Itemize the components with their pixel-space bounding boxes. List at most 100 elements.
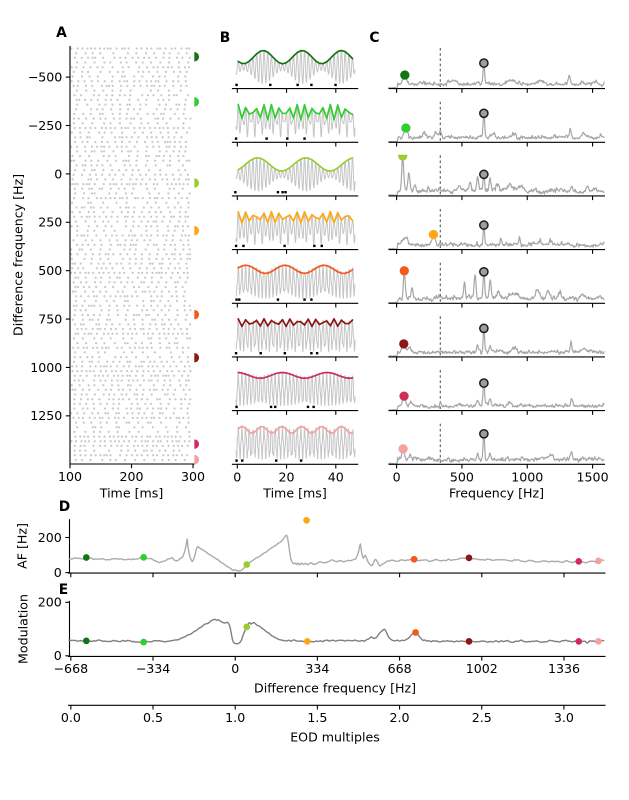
spike-dot: [82, 112, 85, 116]
spike-dot: [140, 253, 143, 256]
spike-dot: [71, 365, 74, 368]
spike-dot: [109, 337, 112, 340]
spike-dot: [115, 47, 118, 50]
spike-dot: [73, 449, 76, 452]
spike-dot: [177, 159, 181, 162]
am-envelope: [237, 156, 354, 172]
spike-dot: [108, 304, 111, 307]
spike-dot: [142, 332, 145, 335]
spike-dot: [146, 201, 149, 204]
spike-dot: [84, 309, 87, 312]
spike-dot: [148, 360, 152, 363]
spike-dot: [118, 136, 121, 139]
spike-dot: [75, 295, 78, 298]
waveform-row: [231, 156, 359, 201]
spike-dot: [137, 70, 140, 74]
spike-dot: [181, 351, 185, 354]
spike-dot: [141, 178, 144, 181]
spike-dot: [73, 407, 76, 410]
spike-dot: [84, 52, 87, 55]
am-peak-marker-group: [399, 339, 409, 349]
spike-dot: [143, 239, 146, 242]
spike-dot: [105, 215, 108, 218]
waveform-row: 0 20 40: [231, 425, 359, 485]
spike-dot: [86, 355, 89, 359]
spike-dot: [169, 262, 172, 265]
spike-dot: [131, 173, 134, 176]
spike-dot: [141, 444, 144, 448]
spike-dot: [161, 196, 164, 200]
spike-dot: [150, 379, 153, 382]
spike-dot: [95, 164, 98, 167]
spike-dot: [125, 407, 128, 410]
spike-dot: [103, 341, 106, 345]
spike-dot: [178, 210, 182, 214]
spike-dot: [166, 182, 169, 186]
spike-dot: [86, 103, 89, 106]
spike-dot: [156, 117, 160, 120]
spike-dot: [79, 262, 82, 265]
spike-dot: [116, 374, 120, 377]
spike-dot: [123, 341, 127, 345]
spike-dot: [124, 239, 127, 242]
spike-dot: [140, 360, 143, 363]
spike-dot: [142, 281, 146, 284]
spike-dot: [135, 435, 138, 438]
spike-dot: [152, 369, 155, 373]
spike-dot: [166, 126, 170, 130]
spike-dot: [88, 182, 91, 186]
spike-dot: [94, 126, 97, 130]
spike-dot: [123, 215, 127, 218]
spike-dot: [98, 47, 102, 50]
spike-dot: [115, 412, 118, 415]
spike-dot: [167, 374, 170, 377]
spike-dot: [88, 369, 92, 373]
spike-dot: [99, 327, 102, 331]
spike-dot: [181, 229, 185, 232]
spike-dot: [188, 304, 191, 307]
spike-dot: [107, 393, 111, 396]
spike-dot: [141, 196, 144, 200]
spike-dot: [76, 84, 79, 88]
spike-dot: [158, 341, 162, 345]
spike-dot: [150, 304, 153, 307]
spectrum-row: [388, 262, 605, 308]
spike-dot: [99, 365, 102, 368]
spike-dot: [170, 215, 173, 218]
spike-dot: [114, 154, 117, 158]
spike-dot: [72, 112, 76, 116]
spike-dot: [115, 234, 118, 237]
spike-dot: [72, 173, 75, 176]
spike-dot: [115, 262, 118, 265]
spike-dot: [73, 379, 76, 382]
e-xtick-label: 334: [305, 661, 329, 676]
spike-dot: [82, 192, 86, 195]
am-envelope: [237, 371, 354, 380]
spike-dot: [162, 384, 166, 387]
spike-dot: [92, 210, 96, 214]
spike-dot: [92, 402, 95, 406]
spike-dot: [73, 313, 76, 317]
spike-dot: [104, 412, 107, 415]
spike-dot: [156, 313, 160, 317]
spike-dot: [108, 145, 111, 148]
spike-dot: [176, 444, 180, 448]
spike-dot: [171, 332, 175, 335]
spike-dot: [98, 444, 102, 448]
spike-dot: [97, 351, 100, 354]
spike-dot: [162, 154, 166, 158]
spike-dot: [178, 276, 181, 279]
spike-dot: [70, 145, 73, 148]
spike-dot: [145, 98, 148, 102]
spike-dot: [74, 309, 77, 312]
spike-dot: [145, 416, 148, 420]
spike-dot: [74, 276, 77, 279]
spike-dot: [90, 304, 93, 307]
f-xtick-label: 0.5: [143, 710, 163, 725]
spike-dot: [123, 80, 126, 83]
spike-dot: [74, 440, 78, 443]
spike-dot: [129, 384, 132, 387]
spike-dot: [182, 122, 185, 125]
spike-dot: [118, 122, 122, 125]
spike-dot: [113, 416, 117, 420]
